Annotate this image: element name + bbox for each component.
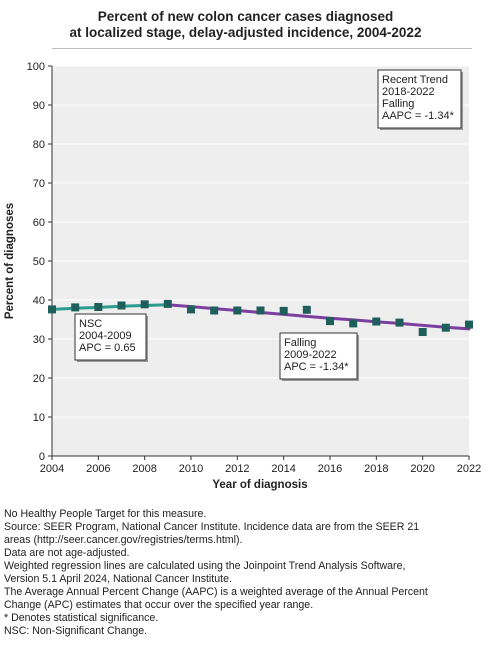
- x-tick-label: 2004: [40, 463, 64, 475]
- footnote-line: areas (http://seer.cancer.gov/registries…: [4, 534, 243, 546]
- annotation-text: 2018-2022: [382, 86, 435, 98]
- x-tick-label: 2016: [318, 463, 342, 475]
- footnotes: No Healthy People Target for this measur…: [4, 508, 489, 638]
- title-divider: [52, 48, 472, 49]
- annotation-text: APC = -1.34*: [284, 361, 349, 373]
- y-tick-label: 30: [33, 334, 45, 346]
- data-point: [256, 306, 265, 315]
- y-tick-label: 20: [33, 373, 45, 385]
- annotation-text: AAPC = -1.34*: [382, 110, 455, 122]
- data-point: [372, 317, 381, 326]
- data-point: [418, 328, 427, 336]
- axes: 0 10 20 30 40 50 60 70 80 90 100 2004 2006 2008 2010 20…: [27, 61, 482, 475]
- gridlines: [52, 65, 469, 418]
- data-point: [349, 319, 358, 328]
- footnote-line: Data are not age-adjusted.: [4, 547, 130, 559]
- y-tick-label: 70: [33, 178, 45, 190]
- y-tick-label: 10: [33, 412, 45, 424]
- annotation-text: Falling: [284, 337, 316, 349]
- data-point: [117, 301, 126, 310]
- data-point: [163, 299, 172, 308]
- data-point: [48, 305, 56, 314]
- annotation-text: APC = 0.65: [79, 342, 136, 354]
- annotation-box: [377, 69, 462, 129]
- x-tick-label: 2006: [86, 463, 110, 475]
- data-point: [395, 318, 404, 327]
- annotation-box: [279, 332, 358, 380]
- x-tick-label: 2020: [410, 463, 434, 475]
- footnote-line: Version 5.1 April 2024, National Cancer …: [4, 573, 232, 585]
- data-point: [140, 300, 149, 309]
- annotation-text: Falling: [382, 98, 414, 110]
- x-tick-label: 2008: [132, 463, 156, 475]
- footnote-line: Weighted regression lines are calculated…: [4, 560, 406, 572]
- y-tick-label: 0: [39, 451, 45, 463]
- chart-title-line-1: Percent of new colon cancer cases diagno…: [97, 9, 394, 24]
- data-point: [326, 317, 334, 326]
- chart-title: Percent of new colon cancer cases diagno…: [0, 9, 491, 41]
- data-point: [233, 306, 242, 315]
- x-tick-label: 2010: [179, 463, 203, 475]
- data-point: [187, 305, 195, 314]
- x-tick-label: 2012: [225, 463, 249, 475]
- y-tick-label: 40: [33, 295, 45, 307]
- footnote-line: NSC: Non-Significant Change.: [4, 625, 148, 637]
- chart-canvas: 0 10 20 30 40 50 60 70 80 90 100 2004 2006 2008 2010 20…: [4, 61, 482, 491]
- annotation-text: 2004-2009: [79, 330, 132, 342]
- footnote-line: No Healthy People Target for this measur…: [4, 508, 207, 520]
- footnote-line: Change (APC) estimates that occur over t…: [4, 599, 314, 611]
- footnote-line: * Denotes statistical significance.: [4, 612, 159, 624]
- data-point: [94, 303, 103, 311]
- footnote-line: Source: SEER Program, National Cancer In…: [4, 521, 420, 533]
- y-tick-label: 50: [33, 256, 45, 268]
- data-point: [441, 323, 450, 332]
- data-point: [465, 320, 473, 329]
- footnote-line: The Average Annual Percent Change (AAPC)…: [4, 586, 428, 598]
- x-tick-label: 2014: [271, 463, 295, 475]
- data-point: [210, 306, 219, 315]
- y-tick-label: 60: [33, 217, 45, 229]
- data-point: [302, 305, 311, 314]
- y-tick-label: 90: [33, 100, 45, 112]
- annotation-text: Recent Trend: [382, 74, 448, 86]
- x-tick-label: 2022: [457, 463, 481, 475]
- data-markers: [48, 299, 473, 336]
- x-tick-label: 2018: [364, 463, 388, 475]
- y-tick-label: 100: [27, 61, 45, 73]
- annotation-text: NSC: [79, 318, 102, 330]
- x-axis-title: Year of diagnosis: [212, 479, 307, 491]
- y-axis-title: Percent of diagnoses: [4, 203, 16, 319]
- data-point: [279, 306, 288, 315]
- data-point: [71, 303, 80, 312]
- annotation-box: [74, 313, 147, 361]
- annotation-text: 2009-2022: [284, 349, 337, 361]
- chart-title-line-2: at localized stage, delay-adjusted incid…: [69, 25, 422, 40]
- y-tick-label: 80: [33, 139, 45, 151]
